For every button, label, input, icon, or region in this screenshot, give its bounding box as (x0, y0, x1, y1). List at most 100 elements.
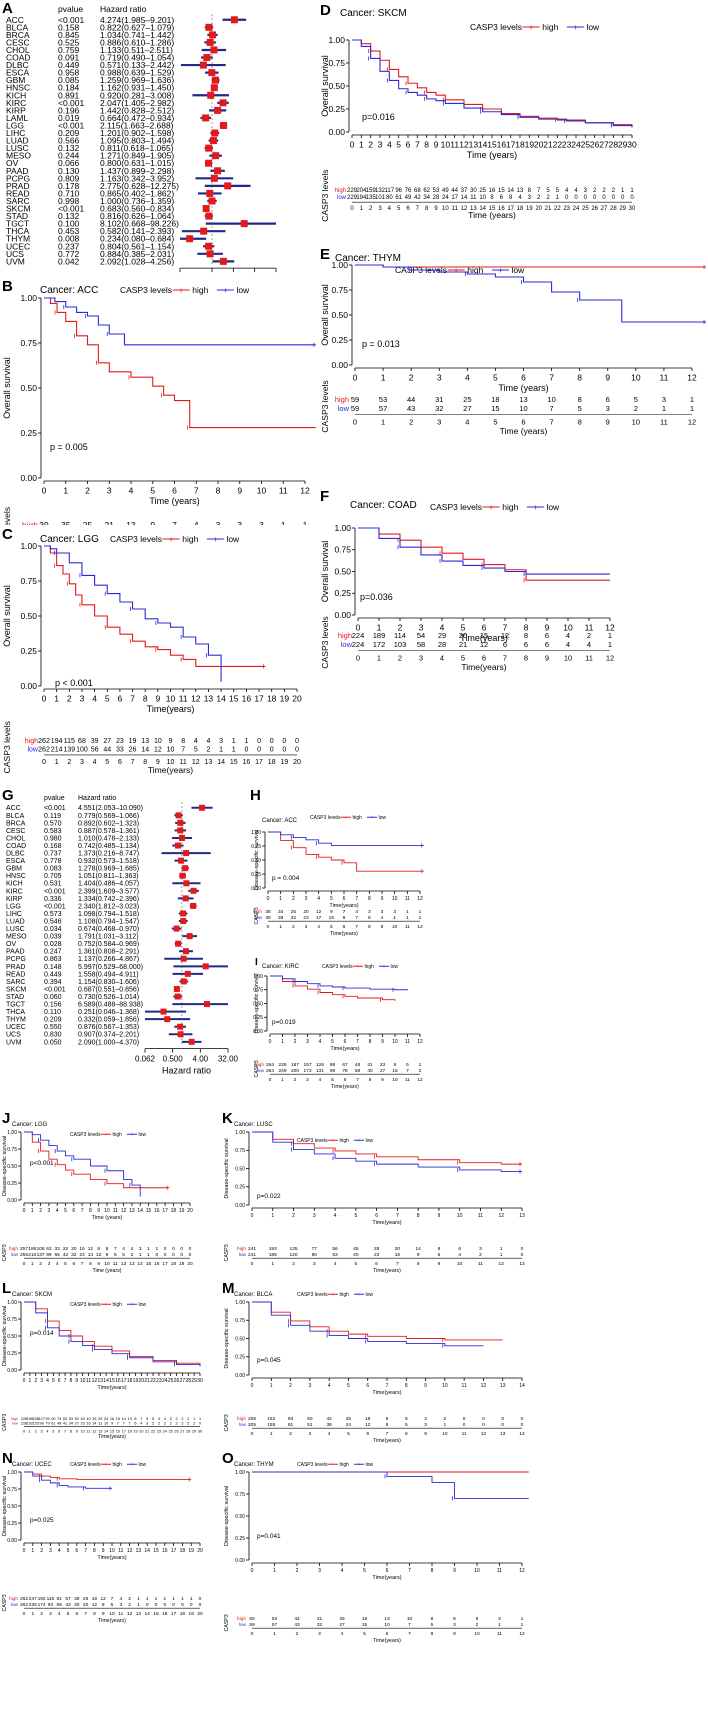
risk-count-low: 43 (294, 1622, 300, 1628)
risk-tick-label: 10 (81, 1429, 85, 1433)
row-hazard-ratio: 1.271(0.849–1.905) (100, 151, 174, 161)
risk-count-high: 206 (248, 1416, 256, 1422)
risk-label-low: low (239, 1422, 247, 1428)
row-hazard-ratio: 1.051(0.811–1.363) (78, 873, 139, 880)
risk-count-high: 2 (602, 188, 606, 194)
legend-title: CASP3 levels (70, 1302, 101, 1308)
row-hazard-ratio: 0.920(0.281–3.008) (100, 90, 174, 100)
row-cancer-name: GBM (6, 75, 25, 85)
risk-count-low: 12 (480, 640, 488, 649)
risk-tick-label: 0 (356, 653, 360, 662)
x-tick-label: 2 (40, 1548, 43, 1554)
row-cancer-name: THYM (6, 234, 30, 244)
risk-count-high: 44 (451, 188, 458, 194)
x-tick-label: 15 (109, 1378, 115, 1384)
x-tick-label: 22 (150, 1378, 156, 1384)
risk-tick-label: 12 (461, 206, 468, 212)
row-hazard-ratio: 1.373(0.216–8.747) (78, 851, 139, 858)
risk-count-high: 0 (180, 1246, 183, 1252)
y-tick-label: 1.00 (251, 830, 261, 836)
x-tick-label: 9 (453, 1568, 456, 1574)
risk-count-high: 9 (330, 909, 333, 915)
row-hazard-ratio: 2.340(1.812–3.023) (78, 903, 139, 910)
risk-count-low: 228 (21, 1422, 27, 1426)
risk-count-high: 26 (83, 1596, 89, 1602)
risk-tick-label: 11 (180, 759, 187, 766)
legend-label-low: low (511, 265, 525, 275)
risk-count-low: 14 (88, 1252, 94, 1258)
x-tick-label: 11 (585, 623, 594, 633)
risk-count-high: 99 (45, 1417, 49, 1421)
risk-count-low: 249 (278, 1068, 286, 1074)
x-tick-label: 21 (543, 140, 553, 150)
y-tick-label: 0.00 (7, 1538, 17, 1544)
y-axis-title: Overall survival (2, 585, 12, 647)
x-tick-label: 14 (478, 140, 488, 150)
y-tick-label: 0.50 (328, 81, 345, 91)
hr-marker (183, 880, 190, 887)
x-tick-label: 10 (257, 486, 267, 496)
risk-count-low: 80 (312, 1252, 318, 1258)
risk-count-low: 78 (342, 1068, 348, 1074)
x-axis-title: Time(years) (372, 1390, 401, 1396)
x-tick-label: 7 (64, 1378, 67, 1384)
y-tick-label: 0.25 (251, 872, 261, 878)
row-hazard-ratio: 0.932(0.573–1.518) (78, 858, 139, 865)
row-hazard-ratio: 4.551(2.053–10.090) (78, 805, 143, 812)
row-cancer-name: UCEC (6, 241, 30, 251)
row-pvalue: 0.772 (58, 249, 80, 259)
x-tick-label: 5 (396, 140, 401, 150)
risk-count-high: 53 (272, 1616, 278, 1622)
risk-count-high: 3 (368, 909, 371, 915)
hr-marker (206, 189, 214, 197)
y-tick-label: 0.75 (328, 58, 345, 68)
risk-count-low: 8 (490, 195, 494, 201)
risk-count-high: 67 (342, 1062, 348, 1068)
survival-curve-high (24, 1131, 170, 1189)
hr-marker (179, 834, 186, 841)
panel-letter-l: L (2, 1280, 12, 1297)
y-tick-label: 0.75 (7, 1317, 17, 1323)
x-tick-label: 20 (292, 694, 302, 704)
y-tick-label: 1.00 (331, 260, 348, 270)
risk-tick-label: 0 (251, 1631, 254, 1637)
survival-curve-high (268, 831, 424, 872)
x-tick-label: 11 (118, 1548, 123, 1554)
x-tick-label: 1 (31, 1208, 34, 1214)
risk-count-low: 59 (249, 1622, 255, 1628)
risk-count-low: 27 (463, 404, 471, 413)
risk-count-high: 8 (134, 1417, 136, 1421)
row-hazard-ratio: 1.095(0.803–1.494) (100, 136, 174, 146)
risk-tick-label: 2 (289, 1431, 292, 1437)
x-tick-label: 8 (405, 1383, 408, 1389)
row-hazard-ratio: 1.098(0.794–1.518) (78, 911, 139, 918)
risk-count-high: 9 (386, 1416, 389, 1422)
x-tick-label: 10 (80, 1378, 86, 1384)
risk-count-low: 262 (38, 746, 50, 753)
risk-count-high: 3 (498, 1616, 501, 1622)
forest-plot-overall-survival: pvalue Hazard ratio ACC <0.001 4.274(1.985–9… (0, 0, 320, 298)
x-tick-label: 8 (368, 896, 371, 902)
risk-count-low: 9 (343, 915, 346, 921)
x-tick-label: 2 (34, 1378, 37, 1384)
km-plot-ucec-dss: Cancer: UCEC CASP3 levels + high + low 0.00 0.2… (0, 1450, 222, 1718)
panel-letter-c: C (2, 526, 13, 543)
hr-marker (219, 99, 227, 107)
panel-letter-k: K (222, 1110, 233, 1127)
risk-tick-label: 6 (344, 1077, 347, 1083)
risk-tick-label: 6 (386, 1631, 389, 1637)
x-tick-label: 14 (103, 1378, 109, 1384)
x-tick-label: 13 (204, 694, 214, 704)
risk-count-low: 6 (134, 1422, 136, 1426)
risk-count-low: 6 (500, 195, 504, 201)
risk-count-high: 0 (199, 1596, 202, 1602)
y-tick-label: 0.50 (253, 1001, 263, 1007)
survival-curve-high (358, 527, 610, 581)
panel-letter-h: H (250, 787, 261, 804)
row-hazard-ratio: 1.010(0.478–2.133) (78, 835, 139, 842)
chart-svg: Cancer: BLCA CASP3 levels + high + low 0.00 0.2… (224, 1292, 525, 1444)
x-tick-label: 10 (392, 896, 398, 902)
row-cancer-name: KIRC (6, 888, 23, 895)
hr-marker (209, 137, 217, 145)
x-tick-label: 11 (462, 1383, 467, 1389)
